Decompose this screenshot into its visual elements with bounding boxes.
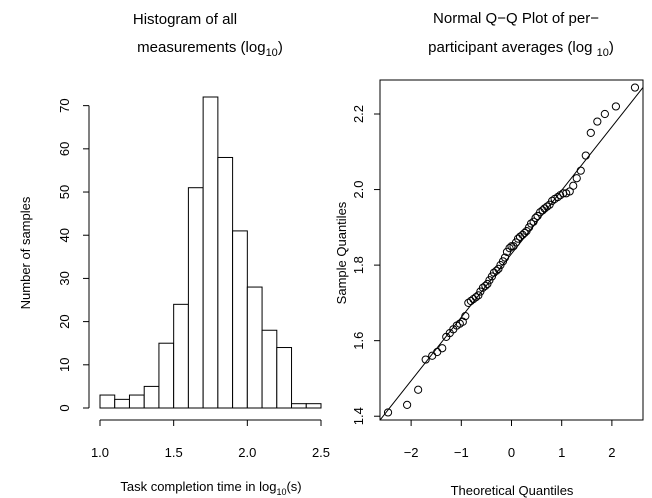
qq-point	[526, 219, 536, 228]
qq-point	[403, 400, 412, 409]
qq-point	[593, 117, 602, 126]
y-tick-label: 1.4	[351, 407, 366, 425]
x-tick-label: 1	[558, 445, 565, 460]
x-tick-label: 1.5	[165, 445, 183, 460]
qq-point	[438, 344, 447, 353]
x-tick-label: 2.5	[312, 445, 330, 460]
y-tick-label: 30	[57, 271, 72, 285]
qq-point	[630, 83, 640, 92]
histogram-bar	[114, 398, 130, 409]
subscript: 10	[266, 47, 278, 59]
y-axis-label: Number of samples	[18, 196, 33, 309]
histogram-bar	[158, 342, 175, 409]
histogram-bar	[261, 329, 278, 409]
y-tick-label: 2.0	[351, 181, 366, 199]
chart-title-line-1: Normal Q−Q Plot of per−	[433, 10, 599, 27]
histogram-bar	[217, 156, 234, 409]
x-tick-label: −2	[404, 445, 419, 460]
y-tick-label: 20	[57, 314, 72, 328]
chart-title-line-2: measurements (log10)	[137, 39, 283, 59]
x-axis-label: Theoretical Quantiles	[451, 483, 574, 498]
title-part: measurements (log	[137, 39, 265, 56]
qq-point	[505, 244, 514, 253]
subscript: 10	[597, 47, 609, 59]
y-tick-label: 1.6	[351, 332, 366, 350]
subscript: 10	[276, 487, 286, 497]
qq-point	[471, 293, 480, 302]
title-part: )	[609, 39, 614, 56]
chart-title-line-1: Histogram of all	[133, 11, 237, 28]
histogram-bar	[128, 394, 145, 409]
x-tick-label: 0	[508, 445, 515, 460]
qq-point	[461, 312, 470, 321]
x-tick-label: 2.0	[238, 445, 256, 460]
histogram-bar	[143, 385, 160, 409]
y-axis-label: Sample Quantiles	[334, 201, 349, 304]
qq-point	[520, 228, 529, 238]
qq-point	[600, 109, 609, 119]
histogram-bar	[305, 403, 322, 409]
qq-point	[581, 151, 590, 160]
y-tick-label: 60	[57, 142, 72, 156]
qq-point	[548, 196, 557, 205]
qq-point	[576, 166, 585, 175]
histogram-bar	[173, 303, 189, 409]
histogram-bar	[232, 230, 248, 409]
qq-point	[500, 253, 510, 262]
x-axis-label: Task completion time in log10(s)	[120, 479, 301, 497]
histogram-bar	[99, 394, 116, 409]
x-tick-label: 2	[608, 445, 615, 460]
qq-point	[383, 408, 393, 417]
title-part: participant averages (log	[428, 39, 596, 56]
qq-point	[414, 385, 423, 394]
title-part: )	[278, 39, 283, 56]
histogram-bar	[246, 286, 263, 409]
qq-point	[481, 281, 490, 290]
qq-plot-panel: Normal Q−Q Plot of per− participant avera…	[334, 10, 644, 498]
y-tick-label: 10	[57, 358, 72, 372]
qq-point	[586, 128, 595, 137]
qq-point	[433, 347, 442, 357]
qq-point	[458, 317, 467, 326]
qq-point	[492, 266, 501, 275]
qq-point	[531, 213, 540, 222]
y-tick-label: 40	[57, 228, 72, 242]
y-tick-label: 0	[57, 404, 72, 411]
qq-point	[569, 181, 578, 190]
histogram-bar	[291, 403, 307, 409]
label-part: (s)	[286, 479, 301, 494]
x-tick-label: 1.0	[91, 445, 109, 460]
y-tick-label: 2.2	[351, 105, 366, 123]
label-part: Task completion time in log	[120, 479, 276, 494]
qq-point	[611, 102, 620, 111]
histogram-bar	[276, 347, 293, 409]
histogram-bar	[187, 187, 204, 409]
y-tick-label: 70	[57, 98, 72, 112]
qq-point	[572, 174, 581, 183]
x-tick-label: −1	[454, 445, 469, 460]
qq-point	[421, 355, 430, 364]
qq-point	[543, 202, 552, 211]
histogram-bar	[202, 96, 219, 409]
qq-point	[553, 193, 562, 202]
y-tick-label: 50	[57, 185, 72, 199]
chart-title-line-2: participant averages (log 10)	[428, 39, 614, 59]
y-tick-label: 1.8	[351, 256, 366, 274]
qq-reference-line	[380, 87, 643, 420]
